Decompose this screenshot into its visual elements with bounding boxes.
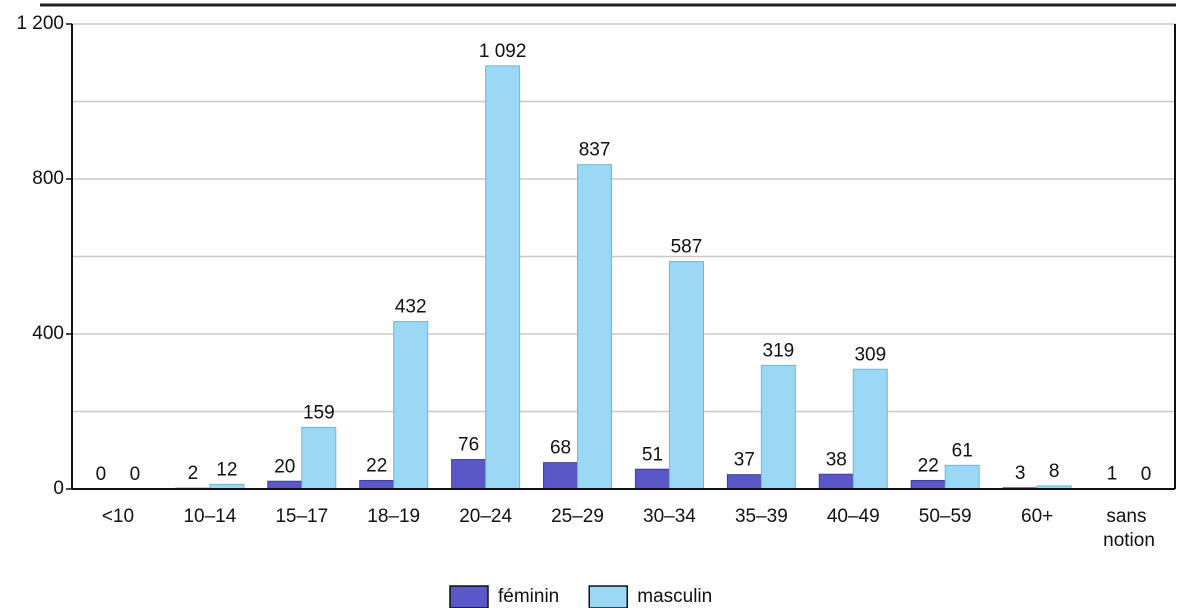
bar <box>577 164 613 490</box>
data-label: 1 <box>1107 464 1118 485</box>
y-tick-label: 400 <box>32 323 64 344</box>
bar <box>485 65 521 490</box>
bar <box>726 474 762 490</box>
bar <box>852 368 888 490</box>
data-label: 22 <box>366 455 387 476</box>
data-label: 8 <box>1049 461 1060 482</box>
data-label: 3 <box>1015 463 1026 484</box>
bar <box>451 459 487 490</box>
x-tick-label: 15–17 <box>275 506 328 527</box>
x-tick-label: 10–14 <box>183 506 236 527</box>
bar <box>818 473 854 490</box>
data-label: 51 <box>642 444 663 465</box>
legend-label: féminin <box>498 586 559 607</box>
data-label: 0 <box>1141 464 1152 485</box>
legend-label: masculin <box>637 586 712 607</box>
data-label: 0 <box>130 464 141 485</box>
data-label: 2 <box>188 463 199 484</box>
data-label: 61 <box>952 440 973 461</box>
x-tick-label: 35–39 <box>735 506 788 527</box>
x-tick-label: <10 <box>102 506 134 527</box>
data-label: 22 <box>918 455 939 476</box>
data-label: 159 <box>303 402 335 423</box>
bar <box>359 479 395 490</box>
bar <box>267 480 303 490</box>
legend-swatch <box>449 585 489 608</box>
bar <box>634 468 670 490</box>
data-label: 319 <box>763 340 795 361</box>
x-tick-label: 25–29 <box>551 506 604 527</box>
data-label: 587 <box>671 237 703 258</box>
x-tick-label: sans notion <box>1103 506 1155 551</box>
data-label: 38 <box>826 449 847 470</box>
y-tick-label: 800 <box>32 168 64 189</box>
data-label: 12 <box>216 459 237 480</box>
bar <box>944 464 980 490</box>
x-tick-label: 50–59 <box>919 506 972 527</box>
x-tick-label: 20–24 <box>459 506 512 527</box>
bar <box>760 364 796 490</box>
data-label: 309 <box>854 344 886 365</box>
bar <box>910 479 946 490</box>
bar <box>301 426 337 490</box>
data-label: 432 <box>395 297 427 318</box>
x-tick-label: 40–49 <box>827 506 880 527</box>
bar <box>543 462 579 490</box>
data-label: 68 <box>550 438 571 459</box>
data-label: 76 <box>458 435 479 456</box>
data-label: 0 <box>96 464 107 485</box>
x-tick-label: 18–19 <box>367 506 420 527</box>
bar <box>668 261 704 490</box>
bar <box>393 321 429 490</box>
y-tick-label: 1 200 <box>16 13 64 34</box>
x-tick-label: 30–34 <box>643 506 696 527</box>
data-label: 1 092 <box>479 41 527 62</box>
data-label: 837 <box>579 140 611 161</box>
legend-swatch <box>588 585 628 608</box>
data-label: 20 <box>274 456 295 477</box>
y-tick-label: 0 <box>53 478 64 499</box>
x-tick-label: 60+ <box>1021 506 1053 527</box>
data-label: 37 <box>734 450 755 471</box>
